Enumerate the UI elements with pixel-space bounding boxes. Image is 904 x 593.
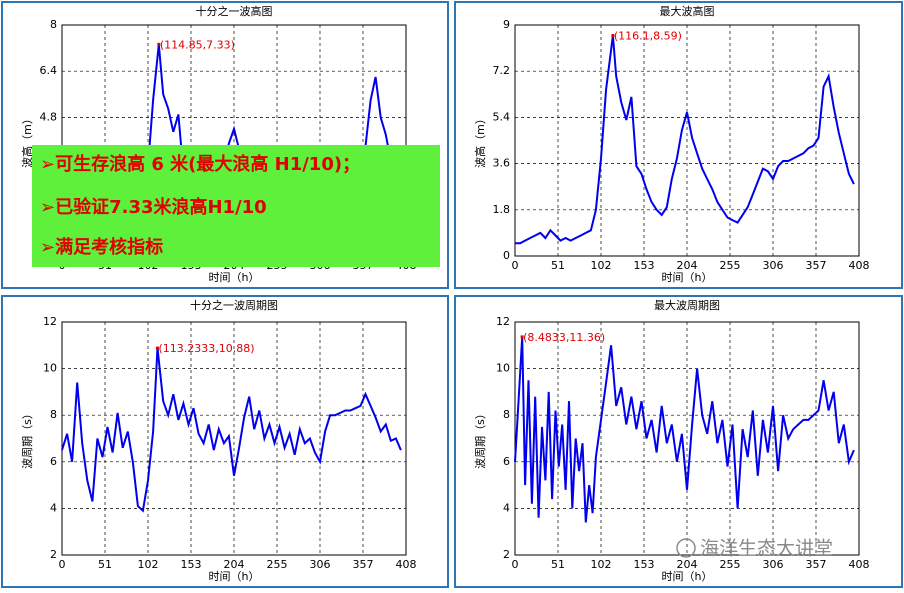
y-tick-label: 7.2 — [493, 64, 511, 77]
y-tick-label: 0 — [503, 249, 510, 262]
chart-title: 最大波周期图 — [654, 298, 720, 312]
y-tick-label: 12 — [43, 315, 57, 328]
y-tick-label: 5.4 — [493, 110, 511, 123]
y-tick-label: 2 — [503, 548, 510, 561]
annotation-marker — [157, 42, 161, 46]
y-tick-label: 10 — [43, 362, 57, 375]
y-tick-label: 1.8 — [493, 203, 511, 216]
y-tick-label: 2 — [50, 548, 57, 561]
x-tick-label: 102 — [591, 558, 612, 571]
overlay-line: ➢可生存浪高 6 米(最大浪高 H1/10)； — [40, 153, 360, 175]
annotation: (113.2333,10.88) — [158, 342, 254, 355]
y-tick-label: 6 — [503, 455, 510, 468]
plot-frame — [514, 321, 860, 556]
x-tick-label: 51 — [98, 558, 112, 571]
x-tick-label: 306 — [763, 259, 784, 272]
y-tick-label: 8 — [50, 408, 57, 421]
annotation-marker — [155, 346, 159, 350]
overlay-line: ➢已验证7.33米浪高H1/10 — [40, 196, 267, 218]
x-axis-label: 时间（h） — [209, 570, 260, 583]
x-axis-label: 时间（h） — [209, 271, 260, 284]
data-line — [61, 347, 402, 513]
x-tick-label: 357 — [353, 558, 374, 571]
panel-border — [1, 295, 449, 588]
annotation-marker — [520, 335, 524, 339]
data-line — [514, 336, 855, 523]
x-tick-label: 204 — [224, 558, 245, 571]
x-tick-label: 408 — [849, 558, 870, 571]
y-tick-label: 12 — [496, 315, 510, 328]
plot-frame — [61, 321, 407, 556]
plot-frame — [514, 24, 860, 257]
x-tick-label: 0 — [59, 558, 66, 571]
overlay-box — [32, 145, 440, 267]
chart-title: 十分之一波周期图 — [190, 298, 278, 312]
y-tick-label: 4.8 — [40, 110, 58, 123]
y-axis-label: 波周期（s） — [474, 408, 487, 469]
annotation-marker — [611, 34, 615, 38]
annotation: (114.85,7.33) — [160, 38, 235, 51]
x-tick-label: 204 — [677, 259, 698, 272]
x-tick-label: 51 — [551, 558, 565, 571]
y-tick-label: 10 — [496, 362, 510, 375]
annotation: (116.1,8.59) — [614, 30, 682, 43]
x-tick-label: 153 — [181, 558, 202, 571]
y-tick-label: 3.6 — [493, 157, 511, 170]
x-tick-label: 255 — [720, 558, 741, 571]
annotation: (8.4833,11.36) — [523, 331, 605, 344]
x-tick-label: 153 — [634, 259, 655, 272]
y-axis-label: 波高（m） — [473, 113, 487, 168]
chart-title: 十分之一波高图 — [196, 4, 273, 18]
x-tick-label: 204 — [677, 558, 698, 571]
x-tick-label: 0 — [512, 259, 519, 272]
y-axis-label: 波周期（s） — [21, 408, 34, 469]
watermark: 海洋生态大讲堂 — [700, 538, 833, 560]
watermark-icon — [676, 538, 696, 558]
x-tick-label: 255 — [720, 259, 741, 272]
x-tick-label: 102 — [138, 558, 159, 571]
y-tick-label: 6 — [50, 455, 57, 468]
x-axis-label: 时间（h） — [662, 271, 713, 284]
x-tick-label: 51 — [551, 259, 565, 272]
x-tick-label: 255 — [267, 558, 288, 571]
x-tick-label: 306 — [310, 558, 331, 571]
x-tick-label: 408 — [849, 259, 870, 272]
x-tick-label: 306 — [763, 558, 784, 571]
x-tick-label: 153 — [634, 558, 655, 571]
overlay-line: ➢满足考核指标 — [40, 236, 163, 258]
y-tick-label: 6.4 — [40, 64, 58, 77]
y-tick-label: 9 — [503, 18, 510, 31]
panel-border — [1, 1, 449, 289]
x-tick-label: 0 — [512, 558, 519, 571]
x-tick-label: 357 — [806, 259, 827, 272]
panel-border — [454, 295, 903, 588]
y-tick-label: 8 — [503, 408, 510, 421]
chart-title: 最大波高图 — [660, 4, 715, 18]
x-tick-label: 357 — [806, 558, 827, 571]
x-tick-label: 408 — [396, 558, 417, 571]
data-line — [515, 35, 855, 245]
panel-border — [454, 1, 903, 289]
y-axis-label: 波高（m） — [20, 113, 34, 168]
x-tick-label: 102 — [591, 259, 612, 272]
y-tick-label: 8 — [50, 18, 57, 31]
y-tick-label: 4 — [50, 501, 57, 514]
x-axis-label: 时间（h） — [662, 570, 713, 583]
y-tick-label: 4 — [503, 501, 510, 514]
